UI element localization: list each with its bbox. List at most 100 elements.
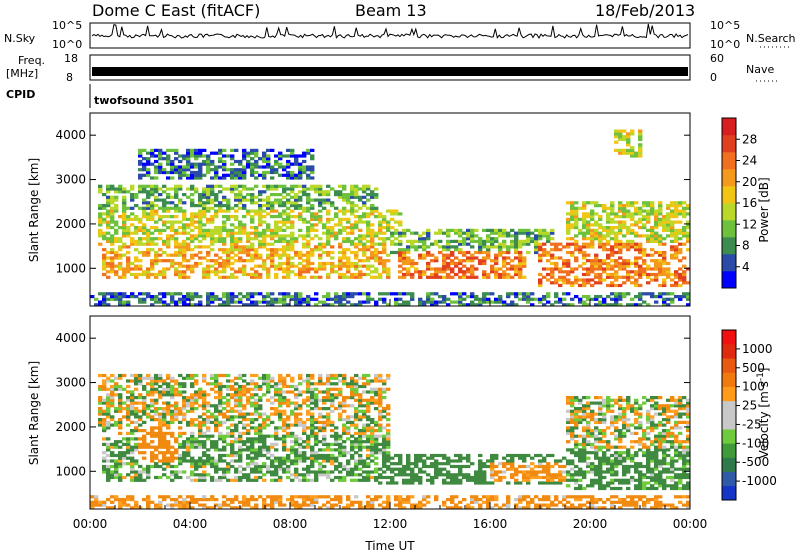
- heatmap-cell: [146, 215, 151, 219]
- heatmap-cell: [334, 237, 339, 241]
- heatmap-cell: [326, 220, 331, 224]
- heatmap-cell: [646, 215, 651, 219]
- heatmap-cell: [322, 464, 327, 469]
- date-title: 18/Feb/2013: [595, 1, 695, 20]
- heatmap-cell: [494, 256, 499, 260]
- heatmap-cell: [350, 272, 355, 277]
- heatmap-cell: [150, 393, 155, 397]
- heatmap-cell: [342, 429, 347, 433]
- heatmap-cell: [174, 503, 179, 507]
- heatmap-cell: [146, 295, 151, 299]
- heatmap-cell: [590, 217, 595, 221]
- heatmap-cell: [646, 201, 651, 205]
- heatmap-cell: [366, 239, 371, 243]
- heatmap-cell: [334, 212, 339, 216]
- heatmap-cell: [382, 245, 387, 249]
- heatmap-cell: [142, 470, 147, 474]
- heatmap-cell: [282, 429, 287, 433]
- heatmap-cell: [194, 401, 199, 405]
- heatmap-cell: [146, 376, 151, 380]
- heatmap-cell: [642, 234, 647, 238]
- heatmap-cell: [550, 303, 555, 307]
- heatmap-cell: [354, 445, 359, 449]
- heatmap-cell: [322, 190, 327, 194]
- heatmap-cell: [302, 217, 307, 221]
- heatmap-cell: [438, 295, 443, 299]
- heatmap-cell: [166, 459, 171, 463]
- heatmap-cell: [206, 429, 211, 433]
- heatmap-cell: [178, 373, 183, 378]
- heatmap-cell: [422, 300, 427, 304]
- heatmap-cell: [214, 404, 219, 408]
- heatmap-cell: [190, 401, 195, 405]
- heatmap-cell: [262, 373, 267, 378]
- heatmap-cell: [358, 418, 363, 422]
- heatmap-cell: [118, 506, 123, 510]
- heatmap-cell: [650, 226, 655, 230]
- heatmap-cell: [438, 250, 443, 255]
- heatmap-cell: [110, 295, 115, 299]
- heatmap-cell: [546, 295, 551, 299]
- heatmap-cell: [134, 382, 139, 386]
- heatmap-cell: [662, 253, 667, 257]
- heatmap-cell: [270, 401, 275, 405]
- heatmap-cell: [266, 242, 271, 246]
- heatmap-cell: [214, 195, 219, 199]
- heatmap-cell: [434, 300, 439, 304]
- heatmap-cell: [278, 154, 283, 158]
- heatmap-cell: [446, 297, 451, 301]
- heatmap-cell: [274, 407, 279, 411]
- heatmap-cell: [350, 440, 355, 444]
- cpid-label: CPID: [6, 88, 35, 101]
- heatmap-cell: [126, 270, 131, 274]
- heatmap-cell: [194, 437, 199, 441]
- heatmap-cell: [126, 431, 131, 435]
- heatmap-cell: [142, 467, 147, 471]
- heatmap-cell: [366, 382, 371, 386]
- heatmap-cell: [634, 223, 639, 227]
- heatmap-cell: [230, 157, 235, 161]
- heatmap-cell: [194, 407, 199, 411]
- heatmap-cell: [250, 462, 255, 466]
- heatmap-cell: [146, 270, 151, 274]
- heatmap-cell: [110, 239, 115, 243]
- heatmap-cell: [126, 456, 131, 460]
- heatmap-cell: [254, 201, 259, 205]
- heatmap-cell: [438, 300, 443, 304]
- heatmap-cell: [538, 234, 543, 238]
- heatmap-cell: [222, 473, 227, 477]
- heatmap-cell: [638, 135, 643, 139]
- heatmap-cell: [262, 165, 267, 169]
- heatmap-cell: [202, 473, 207, 477]
- heatmap-cell: [598, 245, 603, 249]
- heatmap-cell: [154, 376, 159, 380]
- heatmap-cell: [354, 373, 359, 378]
- heatmap-cell: [350, 190, 355, 194]
- heatmap-cell: [514, 234, 519, 238]
- heatmap-cell: [338, 415, 343, 419]
- heatmap-cell: [434, 242, 439, 246]
- heatmap-cell: [322, 201, 327, 205]
- heatmap-cell: [118, 184, 123, 188]
- heatmap-cell: [366, 234, 371, 238]
- heatmap-cell: [618, 242, 623, 246]
- heatmap-cell: [574, 267, 579, 271]
- heatmap-cell: [362, 384, 367, 389]
- heatmap-cell: [398, 242, 403, 246]
- heatmap-cell: [594, 281, 599, 285]
- heatmap-cell: [274, 393, 279, 397]
- heatmap-cell: [326, 292, 331, 296]
- heatmap-cell: [362, 184, 367, 188]
- heatmap-cell: [190, 398, 195, 402]
- heatmap-cell: [534, 245, 539, 249]
- heatmap-cell: [154, 261, 159, 266]
- heatmap-cell: [118, 215, 123, 219]
- heatmap-cell: [294, 193, 299, 197]
- heatmap-cell: [274, 297, 279, 301]
- heatmap-cell: [358, 272, 363, 277]
- heatmap-cell: [290, 384, 295, 389]
- heatmap-cell: [334, 223, 339, 227]
- heatmap-cell: [374, 442, 379, 446]
- heatmap-cell: [122, 475, 127, 480]
- heatmap-cell: [390, 209, 395, 213]
